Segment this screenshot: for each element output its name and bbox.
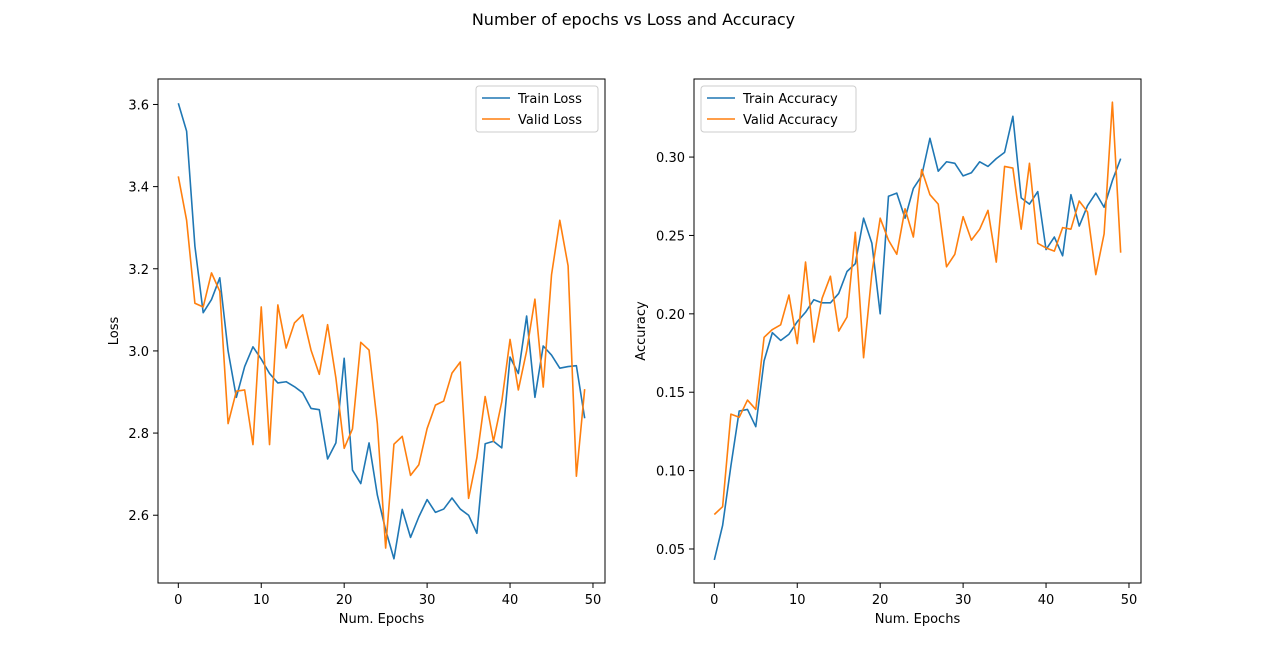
accuracy-y-tick-label: 0.05 <box>656 543 685 558</box>
figure-title: Number of epochs vs Loss and Accuracy <box>471 10 796 29</box>
loss-series-line-1 <box>177 103 586 560</box>
loss-x-tick-label: 0 <box>174 593 182 608</box>
accuracy-x-tick-label: 10 <box>789 593 806 608</box>
loss-x-tick-label: 50 <box>585 593 602 608</box>
accuracy-x-tick-label: 50 <box>1121 593 1138 608</box>
accuracy-y-axis-title: Accuracy <box>634 301 649 361</box>
loss-legend: Train Loss Valid Loss <box>475 85 599 133</box>
loss-x-tick-label: 30 <box>419 593 436 608</box>
accuracy-x-tick-label: 0 <box>710 593 718 608</box>
accuracy-x-tick-label: 40 <box>1038 593 1055 608</box>
loss-x-tick-label: 10 <box>253 593 270 608</box>
loss-y-tick-label: 3.2 <box>128 263 149 278</box>
accuracy-y-tick-label: 0.20 <box>656 308 685 323</box>
loss-x-tick-label: 40 <box>502 593 519 608</box>
loss-y-axis-title: Loss <box>107 317 122 346</box>
loss-subplot: 0 10 20 30 40 50 2.6 2.8 3.0 3.2 3.4 3.6 Num. Epochs… <box>107 78 606 627</box>
accuracy-legend-box <box>700 85 857 133</box>
loss-y-tick-label: 3.6 <box>128 98 149 113</box>
accuracy-legend: Train Accuracy Valid Accuracy <box>700 85 857 133</box>
accuracy-y-tick-label: 0.15 <box>656 386 685 401</box>
loss-x-axis-title: Num. Epochs <box>339 612 425 627</box>
accuracy-series-line-1 <box>713 115 1122 561</box>
accuracy-x-axis-title: Num. Epochs <box>875 612 961 627</box>
accuracy-x-tick-label: 30 <box>955 593 972 608</box>
loss-axes-frame <box>157 78 606 584</box>
accuracy-axes-frame <box>693 78 1142 584</box>
accuracy-subplot: 0 10 20 30 40 50 0.05 0.10 0.15 0.20 0.25 0.30 Num. … <box>634 78 1142 627</box>
accuracy-series-line-2 <box>713 101 1122 516</box>
accuracy-legend-label: Valid Accuracy <box>743 113 838 128</box>
loss-x-tick-label: 20 <box>336 593 353 608</box>
loss-series-line-2 <box>177 176 586 549</box>
loss-legend-label: Valid Loss <box>518 113 582 128</box>
loss-y-tick-label: 2.6 <box>128 509 149 524</box>
accuracy-y-tick-label: 0.25 <box>656 229 685 244</box>
loss-y-tick-label: 3.4 <box>128 181 149 196</box>
loss-y-tick-label: 2.8 <box>128 427 149 442</box>
accuracy-y-tick-label: 0.10 <box>656 465 685 480</box>
loss-legend-label: Train Loss <box>517 92 582 107</box>
accuracy-x-tick-label: 20 <box>872 593 889 608</box>
accuracy-y-tick-label: 0.30 <box>656 151 685 166</box>
accuracy-legend-label: Train Accuracy <box>742 92 838 107</box>
loss-y-tick-label: 3.0 <box>128 345 149 360</box>
